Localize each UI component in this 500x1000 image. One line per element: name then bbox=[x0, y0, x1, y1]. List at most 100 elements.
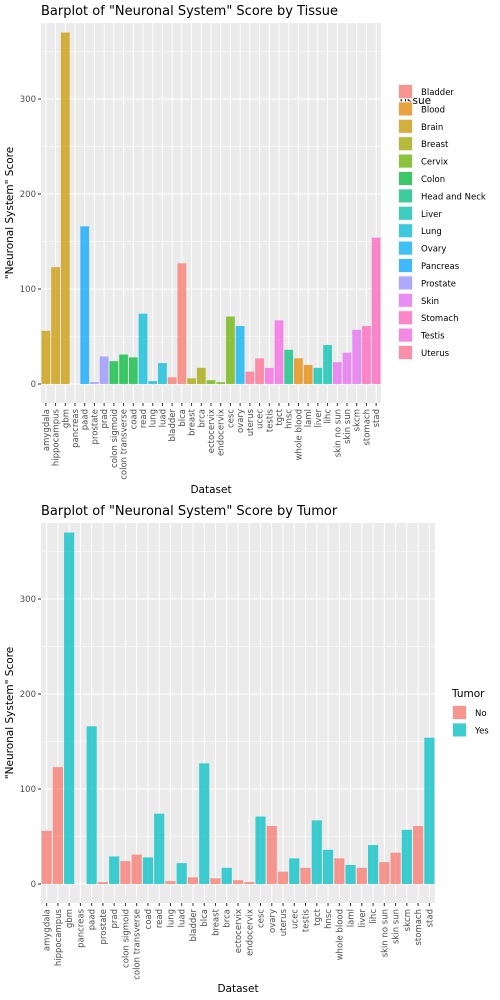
bar-gbm bbox=[60, 32, 70, 384]
x-tick-label: colon transverse bbox=[120, 409, 130, 480]
bar-liver bbox=[313, 367, 323, 384]
legend-label: Yes bbox=[474, 726, 489, 736]
bar-amygdala bbox=[41, 830, 52, 884]
chart-title-tumor: Barplot of "Neuronal System" Score by Tu… bbox=[41, 504, 338, 519]
bar-luad bbox=[176, 863, 187, 884]
bar-skin-no-sun bbox=[332, 362, 342, 384]
legend-swatch bbox=[399, 259, 412, 272]
legend-swatch bbox=[399, 119, 412, 133]
x-tick-label: hnsc bbox=[324, 909, 334, 929]
bar-breast bbox=[187, 378, 196, 384]
bar-uterus bbox=[245, 371, 255, 384]
x-tick-label: stomach bbox=[414, 909, 424, 946]
x-tick-label: skin no sun bbox=[380, 909, 390, 957]
bar-ectocervix bbox=[232, 880, 244, 884]
x-tick-label: whole blood bbox=[335, 909, 345, 960]
x-tick-label: lung bbox=[149, 409, 159, 428]
legend-swatch bbox=[399, 293, 412, 307]
y-tick-label: 300 bbox=[20, 95, 36, 105]
bar-paad bbox=[86, 726, 97, 884]
y-tick-label: 0 bbox=[31, 380, 36, 390]
legend-title-tumor: Tumor bbox=[451, 688, 485, 700]
legend-label: Uterus bbox=[421, 349, 450, 359]
legend-swatch bbox=[399, 276, 412, 290]
legend-swatch bbox=[399, 154, 412, 168]
bar-prostate bbox=[90, 382, 99, 384]
bar-hippocampus bbox=[51, 267, 60, 384]
x-tick-label: amygdala bbox=[43, 909, 53, 951]
x-axis-title-tissue: Dataset bbox=[190, 484, 231, 496]
x-axis-title-tumor: Dataset bbox=[217, 983, 258, 995]
y-tick-label: 200 bbox=[20, 190, 36, 200]
x-tick-label: coad bbox=[129, 409, 139, 429]
legend-swatch bbox=[399, 206, 412, 220]
bar-whole-blood bbox=[294, 358, 303, 384]
x-tick-label: uterus bbox=[246, 408, 256, 436]
x-tick-label: skcm bbox=[403, 909, 413, 931]
x-tick-label: amygdala bbox=[42, 409, 52, 451]
bar-prad bbox=[99, 356, 109, 384]
bar-ucec bbox=[289, 858, 300, 884]
x-axis-tissue: amygdala hippocampus gbm pancreas paad prosta… bbox=[42, 403, 382, 480]
bar-breast bbox=[210, 878, 221, 884]
x-tick-label: gbm bbox=[65, 909, 75, 928]
x-tick-label: laml bbox=[304, 409, 314, 427]
x-tick-label: hnsc bbox=[285, 409, 295, 429]
legend-swatch bbox=[453, 723, 466, 737]
legend-swatch bbox=[453, 706, 466, 719]
legend-swatch bbox=[399, 224, 412, 238]
x-tick-label: cesc bbox=[257, 909, 267, 928]
bar-lung bbox=[148, 381, 158, 384]
bar-endocervix bbox=[244, 882, 255, 884]
x-tick-label: bladder bbox=[168, 408, 178, 441]
x-tick-label: colon sigmoid bbox=[110, 409, 120, 468]
x-tick-label: brca bbox=[223, 909, 233, 928]
bars-tissue bbox=[41, 32, 381, 384]
bar-coad bbox=[142, 857, 154, 884]
x-tick-label: pancreas bbox=[71, 408, 81, 447]
bar-ectocervix bbox=[206, 380, 216, 384]
legend-swatch bbox=[399, 328, 412, 342]
legend-label: Cervix bbox=[421, 158, 448, 168]
x-tick-label: skcm bbox=[353, 409, 363, 431]
x-tick-label: luad bbox=[178, 909, 188, 927]
x-axis-tumor: amygdala hippocampus gbm pancreas paad prosta… bbox=[43, 903, 435, 980]
legend-label: Prostate bbox=[421, 279, 456, 289]
x-tick-label: laml bbox=[347, 909, 357, 927]
bar-stad bbox=[371, 237, 381, 384]
x-tick-label: read bbox=[155, 909, 165, 928]
x-tick-label: skin no sun bbox=[333, 409, 343, 457]
bar-luad bbox=[158, 363, 167, 384]
bar-laml bbox=[345, 865, 356, 884]
bar-read bbox=[154, 813, 165, 884]
bar-cesc bbox=[255, 816, 266, 884]
bar-coad bbox=[128, 357, 138, 384]
x-tick-label: uterus bbox=[279, 908, 289, 936]
x-tick-label: cesc bbox=[226, 409, 236, 428]
legend-swatch bbox=[399, 346, 412, 359]
bar-skcm bbox=[401, 829, 412, 884]
legend-label: Head and Neck bbox=[421, 192, 486, 202]
bar-tgct bbox=[274, 320, 284, 384]
legend-label: Pancreas bbox=[421, 262, 460, 272]
legend-label: No bbox=[475, 709, 487, 719]
y-tick-label: 300 bbox=[20, 595, 36, 605]
legend-label: Ovary bbox=[421, 245, 446, 255]
bar-skin-no-sun bbox=[379, 862, 390, 884]
bar-colon-sigmoid bbox=[109, 361, 119, 384]
y-tick-label: 100 bbox=[20, 285, 36, 295]
bar-blca bbox=[177, 263, 187, 384]
x-tick-label: ovary bbox=[236, 409, 246, 433]
x-tick-label: hippocampus bbox=[54, 908, 64, 966]
x-tick-label: liver bbox=[314, 409, 324, 428]
x-tick-label: tgct bbox=[313, 908, 323, 925]
legend-label: Lung bbox=[421, 227, 442, 237]
bar-skin-sun bbox=[342, 352, 352, 384]
legend-swatch bbox=[399, 311, 412, 325]
bar-skcm bbox=[352, 329, 362, 384]
bar-lung bbox=[165, 881, 176, 884]
legend-label: Blood bbox=[421, 105, 445, 115]
x-tick-label: prad bbox=[100, 409, 110, 429]
x-tick-label: tgct bbox=[275, 408, 285, 425]
